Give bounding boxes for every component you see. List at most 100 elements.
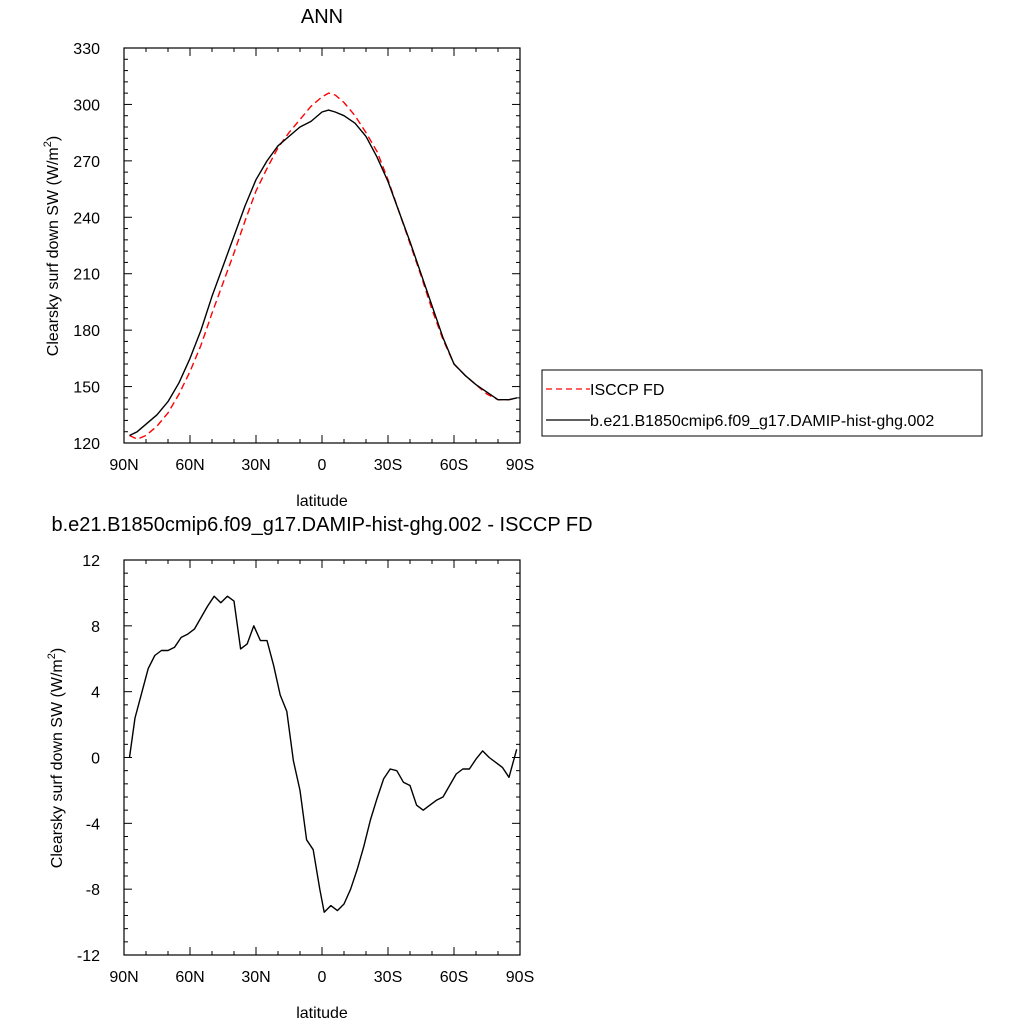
data-point-1-0 bbox=[207, 606, 208, 607]
data-point-1-0 bbox=[462, 768, 463, 769]
data-point-1-0 bbox=[280, 694, 281, 695]
data-point-0-1 bbox=[156, 414, 157, 415]
data-point-0-1 bbox=[255, 179, 256, 180]
data-point-0-0 bbox=[156, 426, 157, 427]
data-point-0-1 bbox=[431, 305, 432, 306]
data-point-0-1 bbox=[464, 375, 465, 376]
y-tick-label: 330 bbox=[73, 41, 100, 58]
y-tick-label: 120 bbox=[73, 436, 100, 453]
data-point-1-0 bbox=[148, 668, 149, 669]
chart-title-difference: b.e21.B1850cmip6.f09_g17.DAMIP-hist-ghg.… bbox=[51, 514, 592, 536]
data-point-0-0 bbox=[255, 190, 256, 191]
x-tick-label: 90N bbox=[109, 969, 138, 986]
y-axis-label-bottom-text: Clearsky surf down SW (W/m bbox=[49, 659, 66, 868]
data-point-0-0 bbox=[266, 168, 267, 169]
data-point-0-0 bbox=[244, 220, 245, 221]
data-point-0-1 bbox=[453, 363, 454, 364]
data-point-1-0 bbox=[357, 869, 358, 870]
data-point-1-0 bbox=[416, 805, 417, 806]
y-axis-label-top-text: Clearsky surf down SW (W/m bbox=[45, 147, 62, 356]
data-point-1-0 bbox=[141, 693, 142, 694]
data-point-1-0 bbox=[247, 643, 248, 644]
data-point-0-1 bbox=[233, 236, 234, 237]
plot-area-0: 90N 60N 30N 0 30S 60S 90S 120 150 180 210 240 270 300… bbox=[73, 41, 534, 474]
data-point-0-1 bbox=[409, 241, 410, 242]
data-point-0-1 bbox=[497, 399, 498, 400]
data-point-1-0 bbox=[161, 650, 162, 651]
data-point-0-0 bbox=[328, 93, 329, 94]
data-point-0-1 bbox=[189, 358, 190, 359]
data-point-0-1 bbox=[222, 266, 223, 267]
panel-annual-mean: ANN 90N 60N 30N 0 30S 60S 90S 120 150 180 210 240 27… bbox=[42, 6, 983, 510]
x-tick-label: 0 bbox=[318, 969, 327, 986]
data-point-0-1 bbox=[420, 273, 421, 274]
data-point-1-0 bbox=[482, 750, 483, 751]
data-point-1-0 bbox=[390, 768, 391, 769]
x-tick-label: 30N bbox=[241, 969, 270, 986]
data-point-1-0 bbox=[154, 655, 155, 656]
legend-label-model: b.e21.B1850cmip6.f09_g17.DAMIP-hist-ghg.… bbox=[590, 413, 934, 430]
data-point-0-0 bbox=[354, 115, 355, 116]
data-point-1-0 bbox=[187, 634, 188, 635]
data-point-1-0 bbox=[214, 596, 215, 597]
data-point-1-0 bbox=[337, 910, 338, 911]
data-point-1-0 bbox=[370, 819, 371, 820]
y-tick-label: 8 bbox=[91, 619, 100, 636]
data-point-0-0 bbox=[222, 283, 223, 284]
data-point-0-1 bbox=[288, 136, 289, 137]
data-point-0-1 bbox=[145, 424, 146, 425]
x-tick-label: 90S bbox=[506, 457, 534, 474]
x-tick-label: 60N bbox=[175, 969, 204, 986]
data-point-1-0 bbox=[330, 905, 331, 906]
data-point-1-0 bbox=[260, 640, 261, 641]
data-point-0-1 bbox=[442, 337, 443, 338]
x-axis-label-bottom: latitude bbox=[296, 1005, 348, 1022]
data-point-0-0 bbox=[431, 309, 432, 310]
y-tick-label: 150 bbox=[73, 380, 100, 397]
y-axis-label-bottom-sup: 2 bbox=[46, 653, 58, 659]
data-point-1-0 bbox=[376, 798, 377, 799]
y-tick-label: -4 bbox=[86, 816, 100, 833]
data-point-0-1 bbox=[299, 126, 300, 127]
data-point-0-1 bbox=[508, 399, 509, 400]
y-tick-label: -8 bbox=[86, 882, 100, 899]
data-point-0-1 bbox=[354, 123, 355, 124]
y-axis-label-top: Clearsky surf down SW (W/m2) bbox=[42, 136, 62, 356]
data-point-0-0 bbox=[189, 371, 190, 372]
data-point-0-1 bbox=[387, 181, 388, 182]
data-point-0-1 bbox=[310, 121, 311, 122]
data-point-1-0 bbox=[495, 762, 496, 763]
data-point-0-1 bbox=[211, 296, 212, 297]
data-point-1-0 bbox=[129, 757, 130, 758]
data-point-0-0 bbox=[178, 394, 179, 395]
data-point-1-0 bbox=[220, 602, 221, 603]
data-point-1-0 bbox=[516, 749, 517, 750]
data-point-1-0 bbox=[200, 617, 201, 618]
plot-area-1: 90N 60N 30N 0 30S 60S 90S -12 -8 -4 0 4 8 12 bbox=[77, 553, 534, 986]
data-point-0-0 bbox=[310, 106, 311, 107]
data-point-1-0 bbox=[286, 711, 287, 712]
y-axis-label-bottom-close: ) bbox=[49, 648, 66, 653]
panel-difference: b.e21.B1850cmip6.f09_g17.DAMIP-hist-ghg.… bbox=[46, 514, 593, 1022]
x-tick-label: 0 bbox=[318, 457, 327, 474]
data-point-1-0 bbox=[306, 839, 307, 840]
data-point-1-0 bbox=[266, 640, 267, 641]
data-point-1-0 bbox=[343, 903, 344, 904]
data-point-1-0 bbox=[429, 805, 430, 806]
series-line-0-1 bbox=[129, 109, 517, 437]
y-tick-label: -12 bbox=[77, 948, 100, 965]
legend-box bbox=[541, 369, 983, 437]
data-point-0-0 bbox=[486, 394, 487, 395]
data-point-1-0 bbox=[134, 717, 135, 718]
data-point-0-1 bbox=[167, 401, 168, 402]
data-point-1-0 bbox=[350, 889, 351, 890]
data-point-1-0 bbox=[436, 800, 437, 801]
y-axis-label-bottom: Clearsky surf down SW (W/m2) bbox=[46, 648, 66, 868]
data-point-0-1 bbox=[365, 136, 366, 137]
data-point-0-0 bbox=[365, 132, 366, 133]
data-point-0-0 bbox=[167, 412, 168, 413]
data-point-0-1 bbox=[266, 160, 267, 161]
data-point-1-0 bbox=[174, 647, 175, 648]
y-tick-label: 4 bbox=[91, 685, 100, 702]
